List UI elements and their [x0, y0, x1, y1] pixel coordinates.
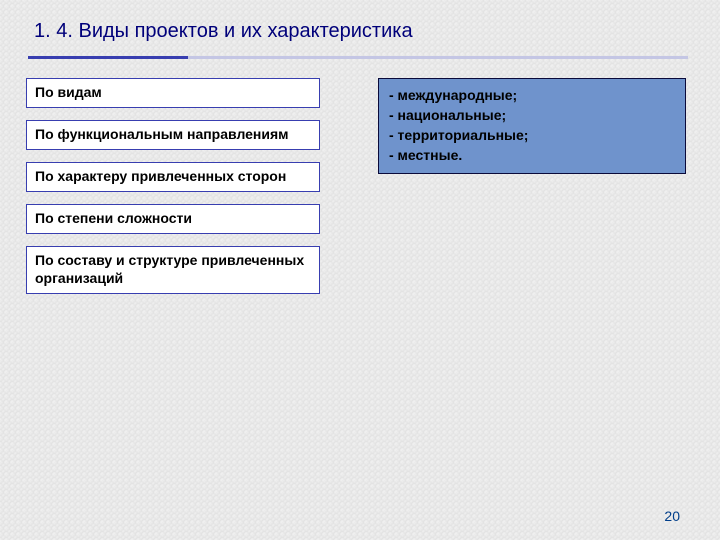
detail-item: - местные. — [389, 146, 677, 166]
category-list: По видам По функциональным направлениям … — [26, 78, 320, 294]
detail-box: - международные; - национальные; - терри… — [378, 78, 686, 174]
category-box: По составу и структуре привлеченных орга… — [26, 246, 320, 295]
slide-title: 1. 4. Виды проектов и их характеристика — [34, 20, 413, 43]
detail-item: - территориальные; — [389, 126, 677, 146]
category-box: По характеру привлеченных сторон — [26, 162, 320, 192]
detail-item: - национальные; — [389, 106, 677, 126]
detail-item: - международные; — [389, 86, 677, 106]
category-box: По видам — [26, 78, 320, 108]
category-box: По функциональным направлениям — [26, 120, 320, 150]
title-underline — [28, 56, 688, 59]
category-box: По степени сложности — [26, 204, 320, 234]
page-number: 20 — [664, 508, 680, 524]
